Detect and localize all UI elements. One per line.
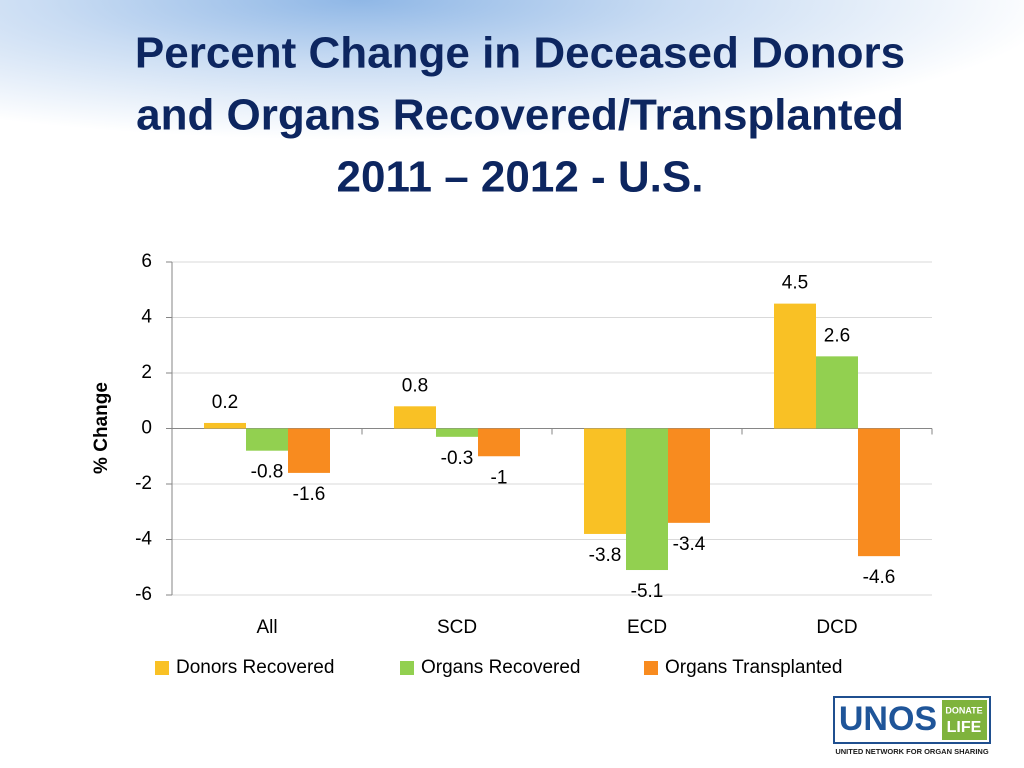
legend-swatch bbox=[644, 661, 658, 675]
bar bbox=[774, 303, 816, 429]
bar bbox=[246, 428, 288, 451]
data-label: 4.5 bbox=[782, 273, 808, 294]
data-label: -0.8 bbox=[251, 462, 284, 483]
y-tick-label: 2 bbox=[141, 362, 152, 383]
legend-label: Organs Recovered bbox=[421, 657, 580, 678]
bar bbox=[204, 422, 246, 429]
legend-label: Donors Recovered bbox=[176, 657, 334, 678]
chart-title: 2011 – 2012 - U.S. bbox=[337, 153, 704, 202]
bar bbox=[668, 428, 710, 523]
logo: UNOS DONATE LIFE UNITED NETWORK FOR ORGA… bbox=[833, 696, 991, 756]
bar bbox=[288, 428, 330, 473]
data-label: -1 bbox=[491, 467, 508, 488]
y-axis-label: % Change bbox=[91, 382, 112, 474]
bar bbox=[584, 428, 626, 534]
bar bbox=[478, 428, 520, 457]
bar bbox=[816, 356, 858, 429]
data-label: -1.6 bbox=[293, 484, 326, 505]
y-tick-label: 0 bbox=[141, 418, 152, 439]
x-tick-label: ECD bbox=[627, 617, 667, 638]
logo-badge-bottom: LIFE bbox=[947, 719, 982, 736]
bar bbox=[436, 428, 478, 437]
chart-title: Percent Change in Deceased Donors bbox=[135, 29, 905, 78]
data-label: 0.8 bbox=[402, 375, 428, 396]
logo-badge-top: DONATE bbox=[945, 705, 982, 715]
x-tick-label: All bbox=[256, 617, 277, 638]
legend-swatch bbox=[400, 661, 414, 675]
data-label: -4.6 bbox=[863, 567, 896, 588]
data-label: -3.8 bbox=[589, 545, 622, 566]
data-label: -5.1 bbox=[631, 581, 664, 602]
y-tick-label: -2 bbox=[135, 473, 152, 494]
bar bbox=[858, 428, 900, 557]
logo-name: UNOS bbox=[839, 700, 937, 738]
x-tick-label: SCD bbox=[437, 617, 477, 638]
y-tick-label: 4 bbox=[141, 307, 152, 328]
logo-badge bbox=[942, 700, 987, 740]
data-label: 2.6 bbox=[824, 325, 850, 346]
y-tick-label: -6 bbox=[135, 584, 152, 605]
bar bbox=[394, 406, 436, 429]
title-group: Percent Change in Deceased Donors and Or… bbox=[135, 29, 905, 202]
bar bbox=[626, 428, 668, 571]
legend-label: Organs Transplanted bbox=[665, 657, 842, 678]
y-tick-label: 6 bbox=[141, 251, 152, 272]
chart-title: and Organs Recovered/Transplanted bbox=[136, 91, 904, 140]
y-tick-label: -4 bbox=[135, 529, 152, 550]
x-tick-label: DCD bbox=[816, 617, 857, 638]
data-label: -0.3 bbox=[441, 448, 474, 469]
data-label: -3.4 bbox=[673, 534, 706, 555]
logo-caption: UNITED NETWORK FOR ORGAN SHARING bbox=[835, 747, 988, 756]
data-label: 0.2 bbox=[212, 392, 238, 413]
legend-swatch bbox=[155, 661, 169, 675]
